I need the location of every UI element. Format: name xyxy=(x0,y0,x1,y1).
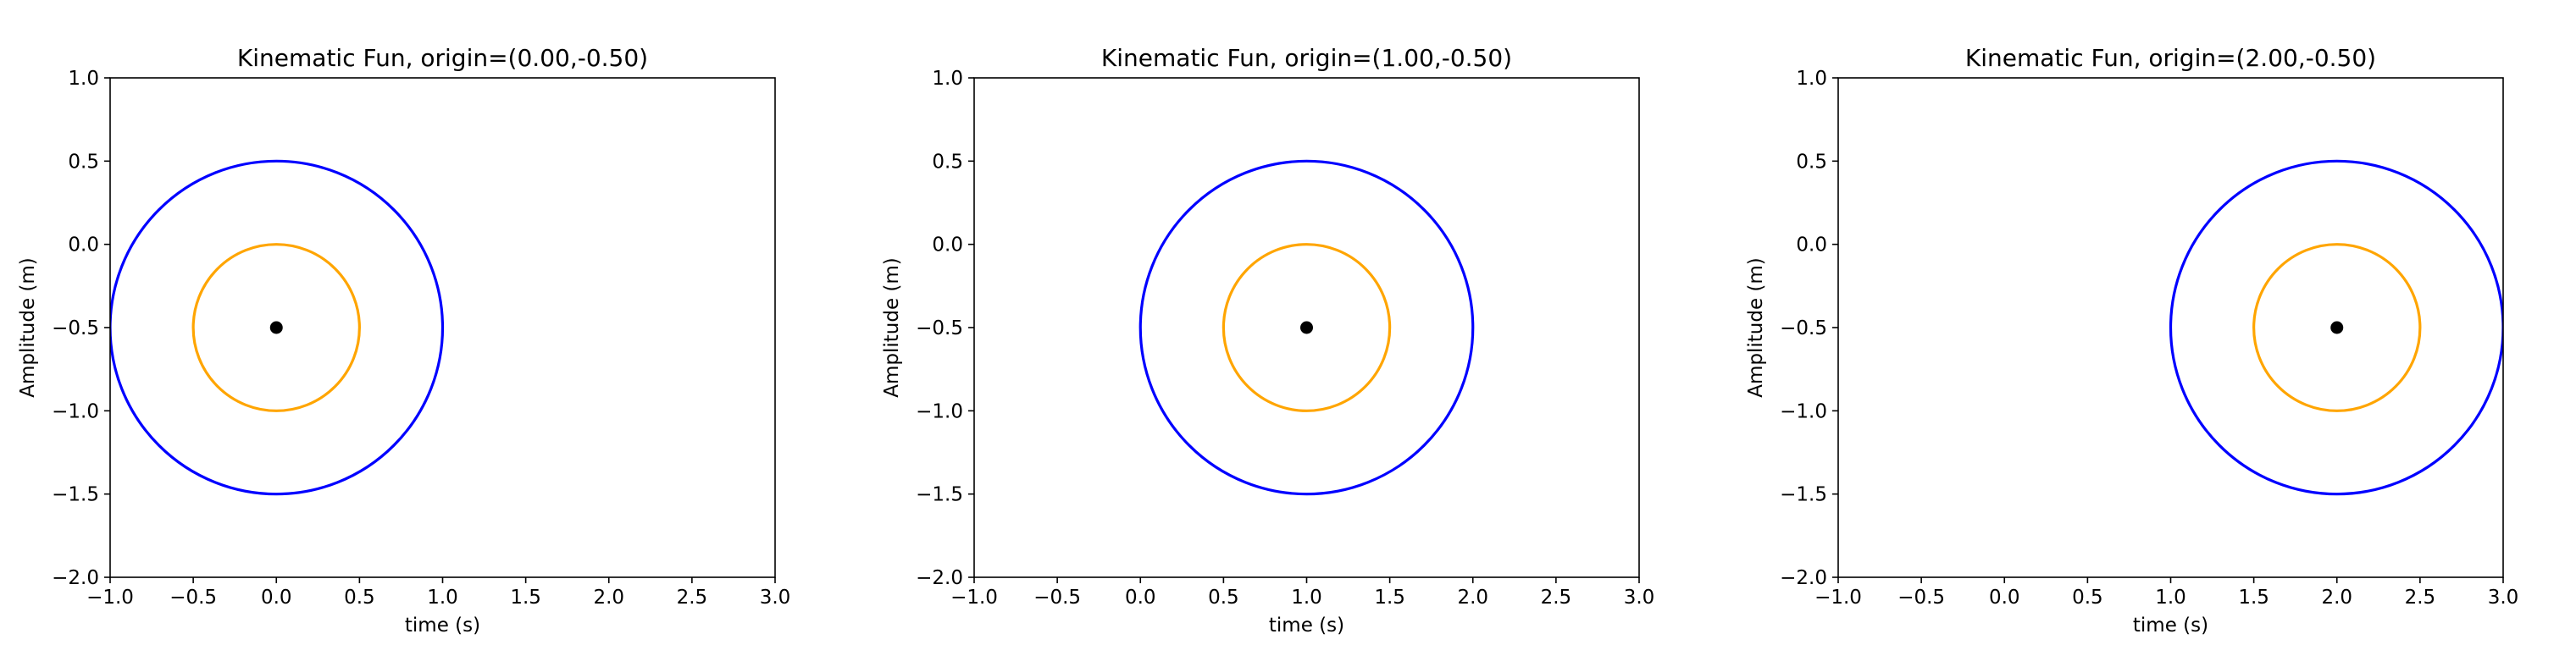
x-tick-label: 2.5 xyxy=(2405,587,2436,609)
y-tick-label: −1.5 xyxy=(1780,484,1827,506)
y-tick-label: −0.5 xyxy=(916,317,963,339)
origin-point xyxy=(269,321,283,334)
x-tick-label: −0.5 xyxy=(1033,587,1081,609)
y-tick-label: 0.0 xyxy=(68,234,99,256)
chart-title: Kinematic Fun, origin=(0.00,-0.50) xyxy=(237,44,648,72)
y-tick-label: 0.0 xyxy=(1796,234,1827,256)
y-tick-label: −0.5 xyxy=(1780,317,1827,339)
y-tick-label: −1.5 xyxy=(916,484,963,506)
chart-panel-1: Kinematic Fun, origin=(0.00,-0.50) −1.0 −0… xyxy=(17,44,790,637)
plot-area xyxy=(1138,159,1475,496)
x-tick-label: −1.0 xyxy=(86,587,134,609)
outer-circle-series xyxy=(1138,159,1475,496)
y-tick-label: 0.5 xyxy=(68,151,99,173)
y-axis-label: Amplitude (m) xyxy=(17,257,39,398)
x-tick-label: 1.0 xyxy=(427,587,458,609)
y-tick-label: 0.0 xyxy=(932,234,963,256)
chart-title: Kinematic Fun, origin=(2.00,-0.50) xyxy=(1965,44,2376,72)
chart-title: Kinematic Fun, origin=(1.00,-0.50) xyxy=(1101,44,1512,72)
y-tick-label: 1.0 xyxy=(1796,68,1827,90)
inner-circle-series xyxy=(2252,243,2422,412)
y-tick-label: −2.0 xyxy=(1780,567,1827,589)
x-tick-label: 1.5 xyxy=(1374,587,1405,609)
inner-circle-series xyxy=(191,243,361,412)
x-tick-label: 3.0 xyxy=(760,587,791,609)
x-tick-label: −1.0 xyxy=(1814,587,1862,609)
inner-circle-series xyxy=(1222,243,1392,412)
plot-area xyxy=(110,159,445,496)
x-tick-label: −0.5 xyxy=(1897,587,1945,609)
y-tick-label: 1.0 xyxy=(932,68,963,90)
y-tick-label: −1.5 xyxy=(52,484,99,506)
y-tick-label: 0.5 xyxy=(1796,151,1827,173)
outer-circle-series xyxy=(2169,159,2503,496)
origin-point xyxy=(1300,321,1313,334)
x-tick-label: −1.0 xyxy=(950,587,998,609)
plot-area xyxy=(2169,159,2503,496)
x-tick-label: 1.0 xyxy=(2155,587,2186,609)
x-tick-label: 2.0 xyxy=(1457,587,1488,609)
y-tick-label: 0.5 xyxy=(932,151,963,173)
x-tick-label: 2.0 xyxy=(593,587,624,609)
origin-point xyxy=(2330,321,2344,334)
y-tick-label: −1.0 xyxy=(1780,400,1827,422)
y-tick-label: −2.0 xyxy=(916,567,963,589)
x-axis-label: time (s) xyxy=(405,615,480,637)
y-tick-label: −1.0 xyxy=(52,400,99,422)
y-tick-label: −0.5 xyxy=(52,317,99,339)
x-tick-label: 2.0 xyxy=(2321,587,2352,609)
x-tick-label: 3.0 xyxy=(2488,587,2519,609)
x-axis-label: time (s) xyxy=(2133,615,2208,637)
x-tick-label: −0.5 xyxy=(169,587,217,609)
x-tick-label: 0.5 xyxy=(1208,587,1239,609)
x-tick-label: 0.5 xyxy=(344,587,375,609)
x-tick-label: 1.5 xyxy=(510,587,541,609)
outer-circle-series xyxy=(110,159,445,496)
y-axis-label: Amplitude (m) xyxy=(1745,257,1767,398)
chart-panel-3: Kinematic Fun, origin=(2.00,-0.50) −1.0 −0… xyxy=(1745,44,2518,637)
y-tick-label: 1.0 xyxy=(68,68,99,90)
x-tick-label: 0.5 xyxy=(2072,587,2103,609)
y-tick-label: −2.0 xyxy=(52,567,99,589)
x-tick-label: 2.5 xyxy=(1541,587,1572,609)
y-axis-label: Amplitude (m) xyxy=(881,257,903,398)
x-axis-label: time (s) xyxy=(1269,615,1344,637)
chart-panel-2: Kinematic Fun, origin=(1.00,-0.50) −1.0 −0… xyxy=(881,44,1654,637)
x-tick-label: 3.0 xyxy=(1624,587,1655,609)
x-tick-label: 0.0 xyxy=(1125,587,1156,609)
x-tick-label: 1.5 xyxy=(2238,587,2269,609)
y-tick-label: −1.0 xyxy=(916,400,963,422)
x-tick-label: 1.0 xyxy=(1291,587,1322,609)
x-tick-label: 2.5 xyxy=(677,587,708,609)
x-tick-label: 0.0 xyxy=(261,587,292,609)
x-tick-label: 0.0 xyxy=(1989,587,2020,609)
